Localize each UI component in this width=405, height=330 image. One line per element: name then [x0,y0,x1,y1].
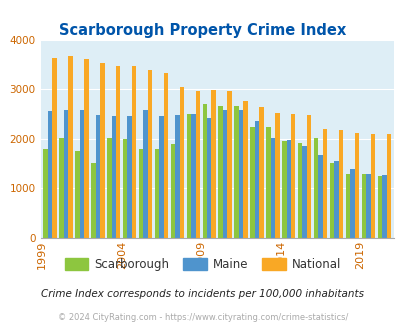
Bar [386,134,390,238]
Bar [84,59,88,238]
Bar [333,161,338,238]
Text: Scarborough Property Crime Index: Scarborough Property Crime Index [59,23,346,38]
Bar [79,110,84,238]
Bar [75,151,79,238]
Bar [159,116,163,238]
Bar [202,104,207,238]
Bar [286,140,290,238]
Bar [281,141,286,238]
Bar [48,111,52,238]
Bar [207,118,211,238]
Bar [258,108,263,238]
Bar [43,148,48,238]
Bar [64,110,68,238]
Bar [222,110,227,238]
Bar [143,110,147,238]
Bar [116,66,120,238]
Text: © 2024 CityRating.com - https://www.cityrating.com/crime-statistics/: © 2024 CityRating.com - https://www.city… [58,313,347,322]
Bar [163,73,168,238]
Bar [318,155,322,238]
Bar [100,63,104,238]
Bar [377,176,381,238]
Bar [290,114,295,238]
Bar [91,163,96,238]
Bar [297,143,302,238]
Bar [191,115,195,238]
Bar [238,110,243,238]
Bar [111,116,116,238]
Bar [345,174,350,238]
Bar [132,66,136,238]
Bar [218,106,222,238]
Bar [227,91,231,238]
Bar [354,133,358,238]
Bar [179,86,183,238]
Bar [234,106,238,238]
Bar [381,175,386,238]
Bar [123,139,127,238]
Text: Crime Index corresponds to incidents per 100,000 inhabitants: Crime Index corresponds to incidents per… [41,289,364,299]
Bar [322,129,326,238]
Bar [306,115,311,238]
Bar [250,127,254,238]
Bar [96,115,100,238]
Bar [350,169,354,238]
Bar [107,138,111,238]
Bar [270,138,275,238]
Bar [68,56,72,238]
Bar [302,146,306,238]
Bar [254,121,258,238]
Bar [195,91,200,238]
Bar [59,138,64,238]
Bar [211,90,215,238]
Bar [127,116,132,238]
Bar [313,138,318,238]
Bar [52,58,57,238]
Bar [147,70,152,238]
Bar [338,130,342,238]
Bar [171,144,175,238]
Bar [266,127,270,238]
Bar [361,174,365,238]
Bar [370,134,374,238]
Bar [139,148,143,238]
Bar [275,114,279,238]
Bar [186,114,191,238]
Bar [175,115,179,238]
Bar [329,163,333,238]
Bar [154,148,159,238]
Legend: Scarborough, Maine, National: Scarborough, Maine, National [60,253,345,276]
Bar [243,102,247,238]
Bar [365,174,370,238]
